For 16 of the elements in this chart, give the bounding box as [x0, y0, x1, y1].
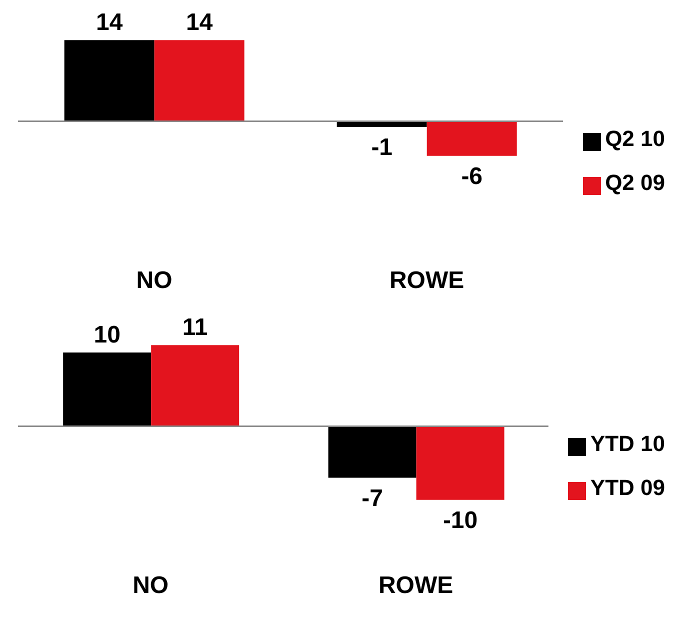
x-tick-label: NO: [132, 572, 169, 600]
x-tick-label: ROWE: [378, 572, 454, 600]
data-label: -6: [461, 162, 483, 190]
legend-label: YTD 09: [590, 474, 665, 500]
data-label: 14: [96, 9, 124, 36]
data-label: 11: [182, 314, 208, 342]
data-label: -1: [371, 134, 393, 161]
data-label: 14: [186, 9, 214, 36]
data-label: 10: [94, 322, 120, 349]
legend-label: YTD 10: [590, 430, 665, 456]
x-tick-label: ROWE: [389, 267, 464, 294]
data-label: -7: [362, 484, 383, 512]
legend-label: Q2 10: [605, 126, 665, 150]
data-label: -10: [442, 506, 478, 534]
legend-label: Q2 09: [605, 170, 665, 194]
x-tick-label: NO: [136, 267, 172, 294]
